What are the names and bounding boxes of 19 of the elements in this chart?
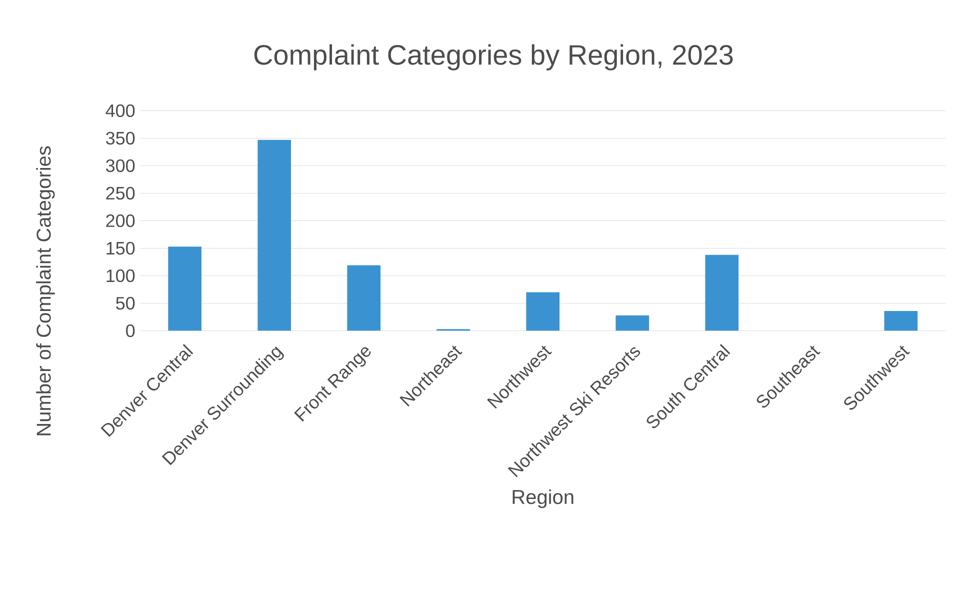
chart-title: Complaint Categories by Region, 2023 bbox=[254, 44, 733, 70]
y-tick-label: 200 bbox=[106, 214, 135, 228]
y-tick-label: 50 bbox=[116, 296, 135, 310]
y-tick-label: 250 bbox=[106, 186, 135, 200]
y-tick-label: 150 bbox=[106, 242, 135, 255]
bar bbox=[258, 140, 291, 331]
bar bbox=[884, 311, 918, 331]
y-tick-label: 100 bbox=[106, 269, 135, 282]
y-tick-label: 350 bbox=[106, 132, 135, 145]
bar bbox=[526, 292, 560, 331]
bar bbox=[347, 265, 381, 331]
y-tick-label: 0 bbox=[126, 324, 135, 338]
x-axis-title: Region bbox=[512, 489, 574, 508]
bar bbox=[616, 315, 650, 331]
y-tick-label: 300 bbox=[106, 159, 135, 172]
y-axis-title: Number of Complaint Categories bbox=[36, 146, 55, 436]
bar bbox=[168, 246, 202, 331]
bar bbox=[705, 254, 739, 331]
y-tick-label: 400 bbox=[106, 104, 135, 118]
